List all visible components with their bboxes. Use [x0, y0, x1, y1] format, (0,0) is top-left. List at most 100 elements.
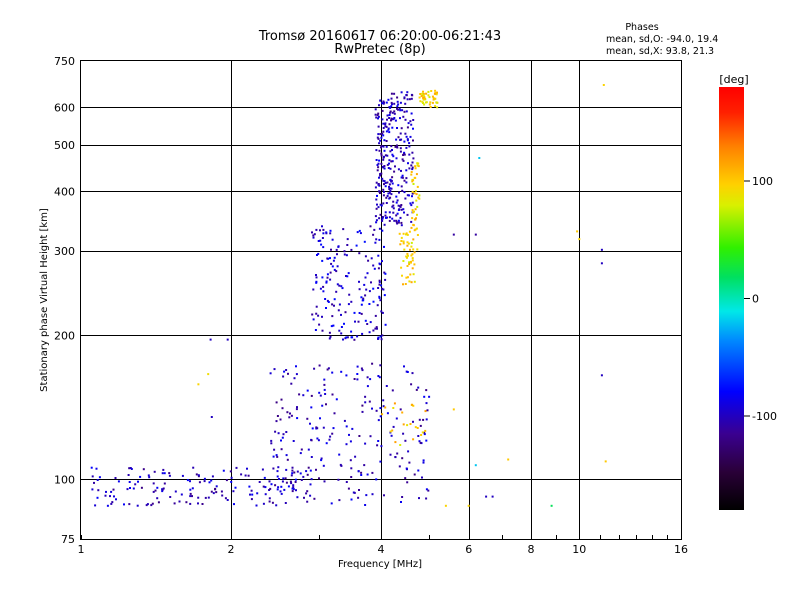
data-point — [399, 216, 402, 219]
data-point — [427, 94, 430, 97]
data-point — [402, 208, 405, 211]
data-point — [410, 261, 412, 264]
data-point — [424, 429, 427, 432]
data-point — [384, 272, 387, 275]
data-point — [370, 257, 373, 260]
data-point — [358, 312, 361, 314]
data-point — [383, 245, 385, 248]
data-point — [392, 207, 395, 210]
data-point — [421, 101, 424, 104]
data-point — [411, 151, 414, 154]
data-point — [406, 194, 409, 197]
data-point — [384, 211, 387, 214]
data-point — [310, 439, 313, 442]
data-point — [408, 230, 411, 233]
data-point — [345, 336, 348, 339]
data-point — [604, 460, 607, 463]
data-point — [474, 233, 477, 236]
data-point — [376, 203, 378, 206]
data-point — [395, 157, 398, 160]
data-point — [393, 402, 396, 405]
data-point — [320, 243, 323, 246]
data-point — [390, 187, 393, 190]
data-point — [343, 322, 345, 325]
colorbar-tick-label: 0 — [752, 293, 759, 306]
data-point — [389, 150, 392, 153]
data-point — [385, 130, 388, 133]
data-point — [350, 467, 353, 470]
data-point — [296, 470, 299, 473]
data-point — [302, 394, 305, 397]
data-point — [379, 203, 382, 206]
x-tick-label: 1 — [78, 543, 85, 556]
data-point — [431, 95, 434, 98]
data-point — [226, 338, 229, 341]
data-point — [382, 130, 385, 133]
data-point — [264, 493, 267, 496]
data-point — [359, 232, 362, 235]
chart-subtitle: RwPretec (8p) — [334, 42, 425, 57]
data-point — [221, 494, 224, 497]
data-point — [382, 134, 385, 137]
data-point — [382, 145, 385, 148]
data-point — [277, 486, 280, 489]
data-point — [314, 329, 317, 331]
data-point — [403, 153, 406, 156]
data-point — [148, 476, 151, 479]
data-point — [230, 476, 233, 479]
data-point — [315, 276, 318, 279]
data-point — [392, 407, 395, 409]
data-point — [399, 408, 402, 411]
data-point — [110, 490, 113, 493]
data-point — [400, 185, 403, 188]
data-point — [147, 474, 150, 477]
data-point — [379, 460, 382, 463]
data-point — [325, 280, 328, 283]
data-point — [324, 393, 327, 395]
data-point — [356, 335, 359, 338]
data-point — [293, 471, 296, 474]
data-point — [391, 176, 394, 179]
data-point — [379, 335, 382, 338]
data-point — [169, 496, 172, 498]
data-point — [114, 477, 117, 479]
data-point — [380, 172, 383, 175]
data-point — [318, 323, 321, 326]
data-point — [436, 106, 439, 109]
data-point — [366, 272, 369, 275]
data-point — [419, 93, 422, 95]
data-point — [279, 418, 282, 421]
data-point — [405, 169, 408, 172]
data-point — [396, 199, 399, 202]
data-point — [383, 271, 386, 274]
data-point — [345, 443, 348, 446]
data-point — [94, 504, 97, 507]
data-point — [387, 98, 390, 101]
data-point — [406, 481, 409, 484]
data-point — [137, 480, 139, 483]
data-point — [181, 474, 184, 477]
data-point — [425, 497, 428, 500]
data-point — [322, 464, 325, 467]
data-point — [289, 412, 291, 415]
data-point — [281, 407, 284, 410]
data-point — [375, 207, 378, 210]
data-point — [329, 257, 331, 260]
data-point — [396, 222, 399, 225]
data-point — [163, 472, 166, 475]
data-point — [366, 376, 369, 379]
data-point — [364, 401, 367, 404]
data-point — [377, 254, 380, 257]
data-point — [372, 264, 375, 267]
data-point — [381, 413, 384, 416]
data-point — [414, 167, 417, 170]
data-point — [391, 126, 394, 129]
data-point — [326, 299, 329, 302]
data-point — [207, 373, 210, 376]
data-point — [392, 204, 395, 207]
data-point — [395, 201, 398, 204]
data-point — [399, 117, 401, 120]
data-point — [319, 287, 322, 290]
data-point — [153, 470, 156, 473]
data-point — [382, 156, 385, 159]
